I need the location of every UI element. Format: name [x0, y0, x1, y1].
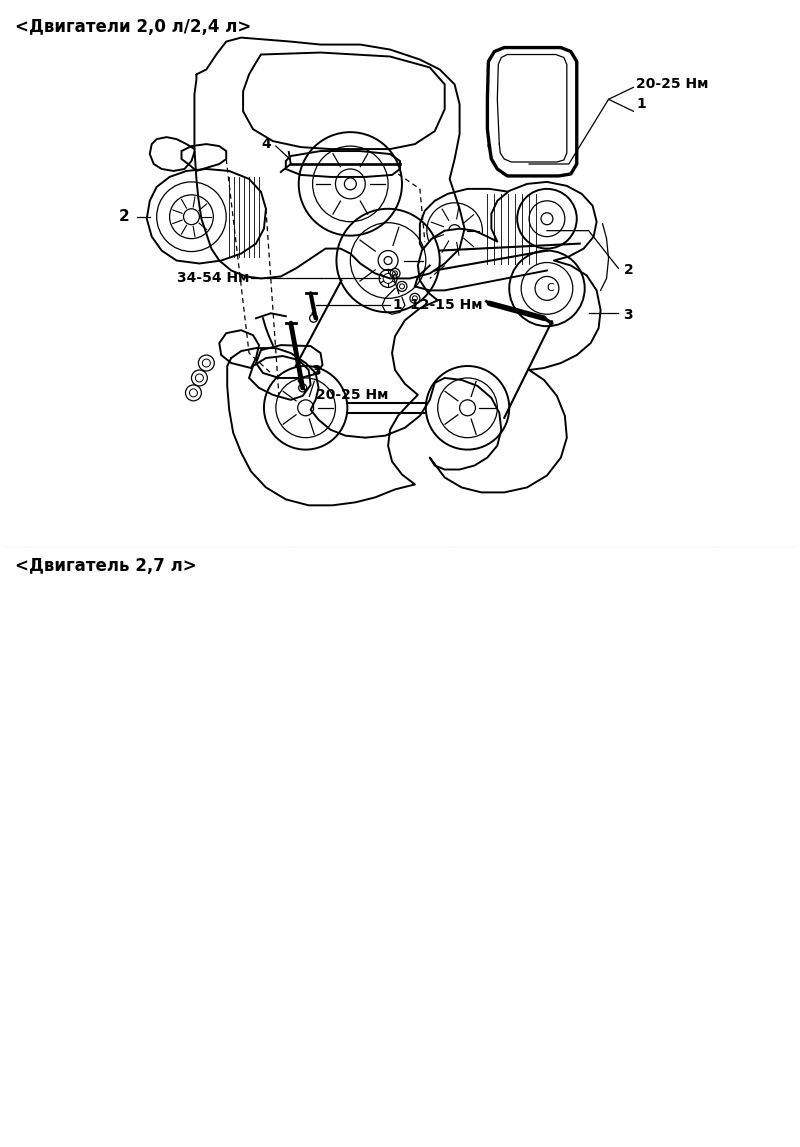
- Text: 34-54 Нм: 34-54 Нм: [177, 272, 249, 286]
- Text: C: C: [546, 283, 554, 294]
- Text: 2: 2: [119, 209, 130, 224]
- Text: 1: 1: [392, 298, 402, 312]
- Text: 1: 1: [636, 97, 646, 111]
- Text: <Двигатели 2,0 л/2,4 л>: <Двигатели 2,0 л/2,4 л>: [14, 17, 251, 36]
- Text: 12-15 Нм: 12-15 Нм: [410, 298, 482, 312]
- Text: 3: 3: [623, 309, 633, 322]
- Text: 2: 2: [623, 264, 633, 278]
- Polygon shape: [227, 182, 601, 506]
- Text: 20-25 Нм: 20-25 Нм: [315, 388, 388, 401]
- Text: <Двигатель 2,7 л>: <Двигатель 2,7 л>: [14, 557, 197, 575]
- Text: 4: 4: [261, 138, 271, 151]
- Text: 3: 3: [310, 364, 320, 379]
- Text: 20-25 Нм: 20-25 Нм: [636, 77, 709, 92]
